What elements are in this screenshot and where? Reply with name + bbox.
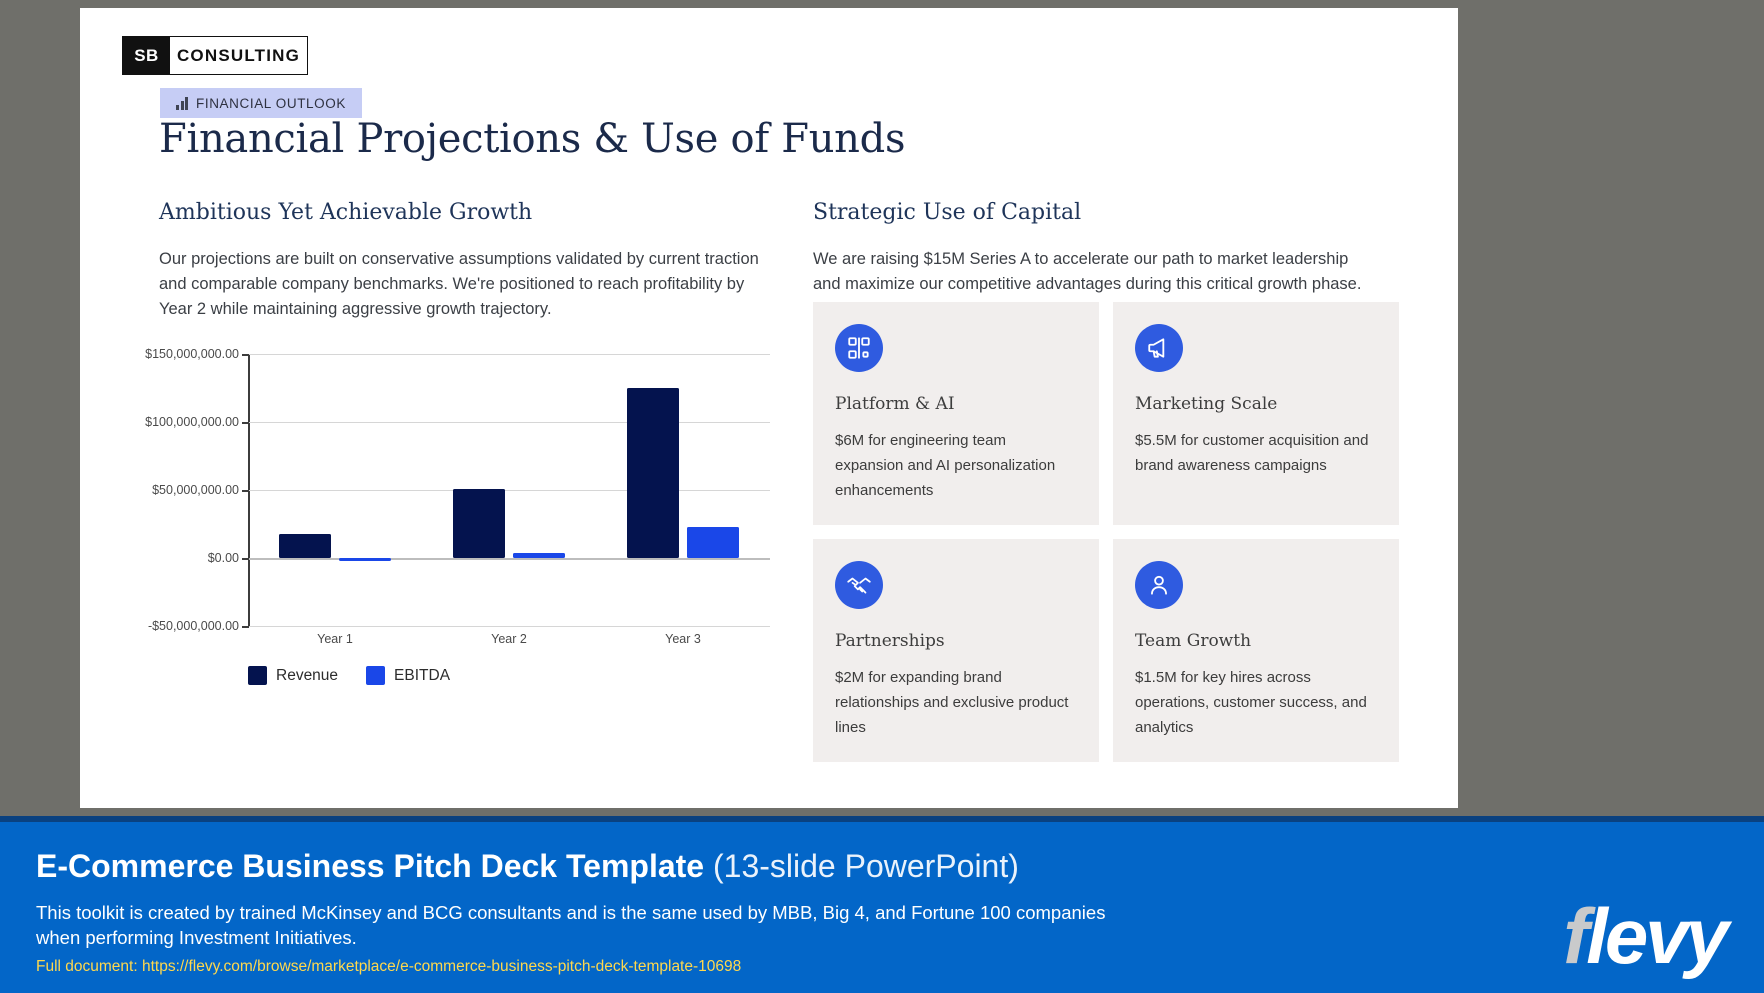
right-paragraph: We are raising $15M Series A to accelera… xyxy=(813,250,1362,293)
banner-link[interactable]: Full document: https://flevy.com/browse/… xyxy=(36,958,742,975)
sb-consulting-logo: SB CONSULTING xyxy=(122,36,308,75)
card-title: Marketing Scale xyxy=(1135,394,1278,414)
chart-y-axis-label: $50,000,000.00 xyxy=(152,483,239,497)
banner-description: This toolkit is created by trained McKin… xyxy=(36,902,1106,948)
card-text: $5.5M for customer acquisition and brand… xyxy=(1135,432,1369,474)
megaphone-icon xyxy=(1135,324,1183,372)
chart-bar xyxy=(339,558,391,562)
card-text: $1.5M for key hires across operations, c… xyxy=(1135,669,1367,736)
slide-canvas: SB CONSULTING FINANCIAL OUTLOOK Financia… xyxy=(80,8,1458,808)
banner-title-light: (13-slide PowerPoint) xyxy=(712,848,1019,884)
right-column: Strategic Use of Capital We are raising … xyxy=(813,200,1388,297)
card-partnerships[interactable]: Partnerships $2M for expanding brand rel… xyxy=(813,539,1099,762)
card-title: Partnerships xyxy=(835,631,945,651)
chart-y-tick xyxy=(242,422,249,424)
chart-bar xyxy=(279,533,331,558)
chart-y-tick xyxy=(242,558,249,560)
chart-plot-area: $150,000,000.00 $100,000,000.00 $50,000,00… xyxy=(145,347,770,646)
chart-y-axis-label: $0.00 xyxy=(207,551,239,565)
card-platform-ai[interactable]: Platform & AI $6M for engineering team e… xyxy=(813,302,1099,525)
chart-gridline xyxy=(248,626,770,627)
logo-mark: SB xyxy=(123,37,170,74)
financial-projection-chart: $150,000,000.00 $100,000,000.00 $50,000,00… xyxy=(140,347,800,685)
user-icon xyxy=(1135,561,1183,609)
left-paragraph: Our projections are built on conservativ… xyxy=(159,250,759,318)
banner-title-bold: E-Commerce Business Pitch Deck Template xyxy=(36,848,705,884)
chart-y-tick xyxy=(242,490,249,492)
chart-bar xyxy=(513,552,565,558)
eyebrow-chip: FINANCIAL OUTLOOK xyxy=(160,88,362,118)
chart-gridline xyxy=(248,422,770,423)
chart-bar xyxy=(627,388,679,558)
card-team-growth[interactable]: Team Growth $1.5M for key hires across o… xyxy=(1113,539,1399,762)
legend-swatch-ebitda xyxy=(366,666,386,685)
chart-y-tick xyxy=(242,626,249,628)
legend-item-ebitda: EBITDA xyxy=(366,666,450,685)
logo-wordmark: CONSULTING xyxy=(176,45,301,65)
card-text: $2M for expanding brand relationships an… xyxy=(835,669,1069,736)
left-section-heading: Ambitious Yet Achievable Growth xyxy=(159,200,533,225)
legend-item-revenue: Revenue xyxy=(248,666,338,685)
bar-chart-icon xyxy=(176,96,188,110)
legend-swatch-revenue xyxy=(248,666,267,685)
chart-legend: Revenue EBITDA xyxy=(248,666,450,685)
card-marketing-scale[interactable]: Marketing Scale $5.5M for customer acqui… xyxy=(1113,302,1399,525)
card-text: $6M for engineering team expansion and A… xyxy=(835,432,1056,499)
flevy-banner: E-Commerce Business Pitch Deck Template … xyxy=(0,816,1764,993)
chart-y-axis-label: -$50,000,000.00 xyxy=(147,619,239,633)
banner-title: E-Commerce Business Pitch Deck Template … xyxy=(36,848,1019,885)
chart-x-axis-label: Year 3 xyxy=(665,632,701,646)
qr-network-icon xyxy=(835,324,883,372)
eyebrow-label: FINANCIAL OUTLOOK xyxy=(196,95,346,111)
flevy-logo-f: f xyxy=(1563,891,1589,980)
chart-y-axis-label: $100,000,000.00 xyxy=(145,415,239,429)
left-column: Ambitious Yet Achievable Growth Our proj… xyxy=(159,200,799,322)
card-title: Platform & AI xyxy=(835,394,955,414)
card-title: Team Growth xyxy=(1135,631,1252,651)
legend-label-ebitda: EBITDA xyxy=(394,666,451,684)
chart-gridline xyxy=(248,354,770,355)
chart-y-tick xyxy=(242,354,249,356)
chart-bar xyxy=(687,527,739,558)
flevy-logo-rest: levy xyxy=(1586,891,1729,980)
chart-x-axis-label: Year 2 xyxy=(491,632,527,646)
chart-x-axis-label: Year 1 xyxy=(317,632,353,646)
chart-y-axis-label: $150,000,000.00 xyxy=(145,347,239,361)
right-section-heading: Strategic Use of Capital xyxy=(813,200,1082,225)
chart-bar xyxy=(453,488,505,558)
page-title: Financial Projections & Use of Funds xyxy=(159,116,906,162)
chart-gridline xyxy=(248,490,770,491)
use-of-capital-cards: Platform & AI $6M for engineering team e… xyxy=(813,302,1429,762)
flevy-logo: flevy xyxy=(1563,897,1729,975)
handshake-icon xyxy=(835,561,883,609)
chart-zero-line xyxy=(248,558,770,560)
legend-label-revenue: Revenue xyxy=(276,666,339,684)
